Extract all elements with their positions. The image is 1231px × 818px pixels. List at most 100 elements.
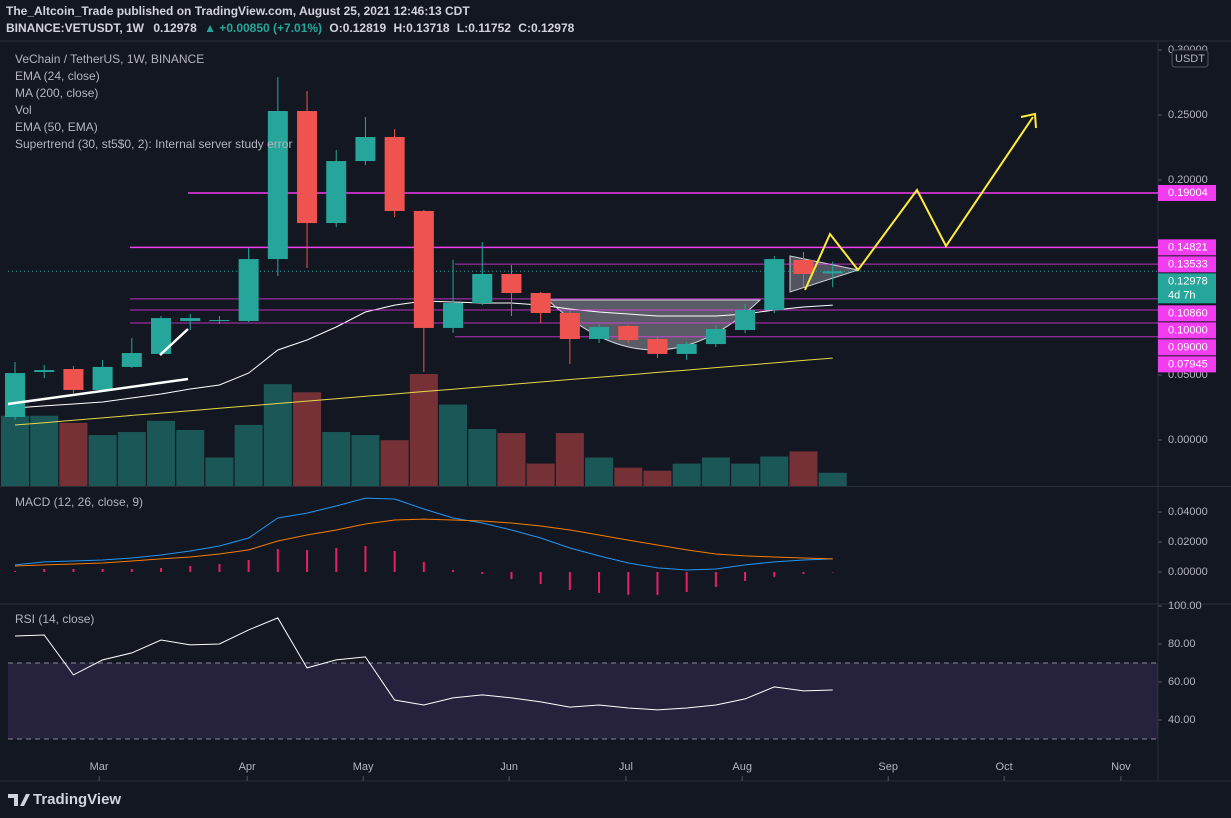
low-label: L: [457, 21, 468, 35]
arrow-head [1020, 112, 1037, 129]
unit-label: USDT [1175, 53, 1205, 65]
price-badge [1158, 256, 1216, 273]
candle-body [443, 302, 464, 328]
close-label: C: [518, 21, 531, 35]
volume-bar [147, 420, 176, 486]
histogram-bar [539, 571, 542, 584]
y-tick-label: 0.25000 [1168, 109, 1208, 121]
publisher: The_Altcoin_Trade published on TradingVi… [6, 4, 470, 18]
y-tick-label: 40.00 [1168, 714, 1196, 726]
drawings-front [7, 112, 1037, 406]
price-badge [1158, 305, 1216, 322]
legend-entry: EMA (24, close) [15, 69, 100, 83]
histogram-bar [627, 571, 630, 595]
histogram-bar [101, 568, 104, 572]
x-tick-label: Nov [1111, 761, 1131, 773]
price-badge-label: 0.07945 [1168, 358, 1208, 370]
open-value: 0.12819 [343, 21, 387, 35]
histogram-bar [481, 571, 484, 574]
histogram-bar [685, 571, 688, 593]
histogram-bar [714, 571, 717, 587]
y-tick-label: 60.00 [1168, 676, 1196, 688]
histogram-bar [393, 550, 396, 572]
histogram-bar [160, 568, 163, 572]
candle-body [735, 310, 756, 331]
open-label: O: [329, 21, 342, 35]
histogram-bar [247, 559, 250, 572]
histogram-bar [831, 571, 834, 573]
candle-body [326, 161, 347, 224]
histogram-bar [276, 549, 279, 572]
candle-body [472, 274, 493, 303]
candle-body [63, 369, 84, 390]
price-badge [1158, 273, 1216, 304]
volume-bar [293, 392, 322, 486]
volume-bar [789, 451, 818, 486]
histogram-bar [422, 561, 425, 572]
y-tick-label: 0.04000 [1168, 506, 1208, 518]
histogram-bar [802, 571, 805, 574]
y-tick-label: 0.00000 [1168, 566, 1208, 578]
candle-body [676, 344, 697, 354]
legend-title: VeChain / TetherUS, 1W, BINANCE [15, 52, 204, 66]
x-tick-label: Aug [732, 761, 752, 773]
candle-body [559, 313, 580, 339]
legend: VeChain / TetherUS, 1W, BINANCE EMA (24,… [15, 52, 292, 626]
price-badge [1158, 356, 1216, 373]
volume-bar [760, 456, 789, 486]
change: ▲ +0.00850 (+7.01%) [204, 21, 322, 35]
x-tick-label: Oct [996, 761, 1013, 773]
candle-body [151, 318, 172, 354]
legend-entry: Vol [15, 103, 32, 117]
candle-body [618, 325, 639, 341]
legend-entry: EMA (50, EMA) [15, 120, 98, 134]
symbol-line: BINANCE:VETUSDT, 1W 0.12978 ▲ +0.00850 (… [6, 21, 575, 35]
candle-body [589, 327, 610, 339]
volume-bar [88, 435, 117, 486]
x-tick-label: Sep [878, 761, 898, 773]
candle-body [121, 353, 142, 367]
candle-body [180, 318, 201, 322]
candle-body [793, 259, 814, 275]
pane-title: MACD (12, 26, close, 9) [15, 495, 143, 509]
volume-bar [555, 433, 584, 486]
volume-bar [731, 463, 760, 486]
volume-bar [205, 457, 234, 486]
price-badge [1158, 339, 1216, 356]
y-tick-label: 80.00 [1168, 638, 1196, 650]
candle-body [297, 111, 318, 224]
volume-bar [643, 470, 672, 486]
volume-bar [351, 435, 380, 486]
low-value: 0.11752 [468, 21, 511, 35]
volume-bar [468, 428, 497, 486]
price: 0.12978 [153, 21, 197, 35]
histogram-bar [43, 568, 46, 572]
histogram-bar [598, 571, 601, 593]
candle-body [355, 137, 376, 162]
candle-body [209, 320, 230, 322]
histogram-bar [189, 565, 192, 572]
histogram-bar [656, 571, 659, 595]
price-badge-label: 0.09000 [1168, 341, 1208, 353]
pane-title: RSI (14, close) [15, 612, 94, 626]
y-tick-label: 100.00 [1168, 600, 1202, 612]
overlay-line [14, 357, 833, 426]
histogram-bar [452, 570, 455, 572]
rsi-band [8, 662, 1158, 739]
close-value: 0.12978 [531, 21, 575, 35]
price-badge-label: 0.10000 [1168, 324, 1208, 336]
volume-bar [818, 472, 847, 486]
brand: TradingView [33, 791, 121, 808]
candle-body [267, 111, 288, 260]
histogram-bar [568, 571, 571, 590]
volume-bar [117, 432, 146, 486]
price-badge [1158, 322, 1216, 339]
x-tick-label: Jun [500, 761, 518, 773]
symbol: BINANCE:VETUSDT, 1W [6, 21, 145, 35]
candle-body [501, 274, 522, 293]
volume-bar [322, 432, 351, 486]
volume-bar [176, 430, 205, 486]
series-line [14, 518, 833, 567]
